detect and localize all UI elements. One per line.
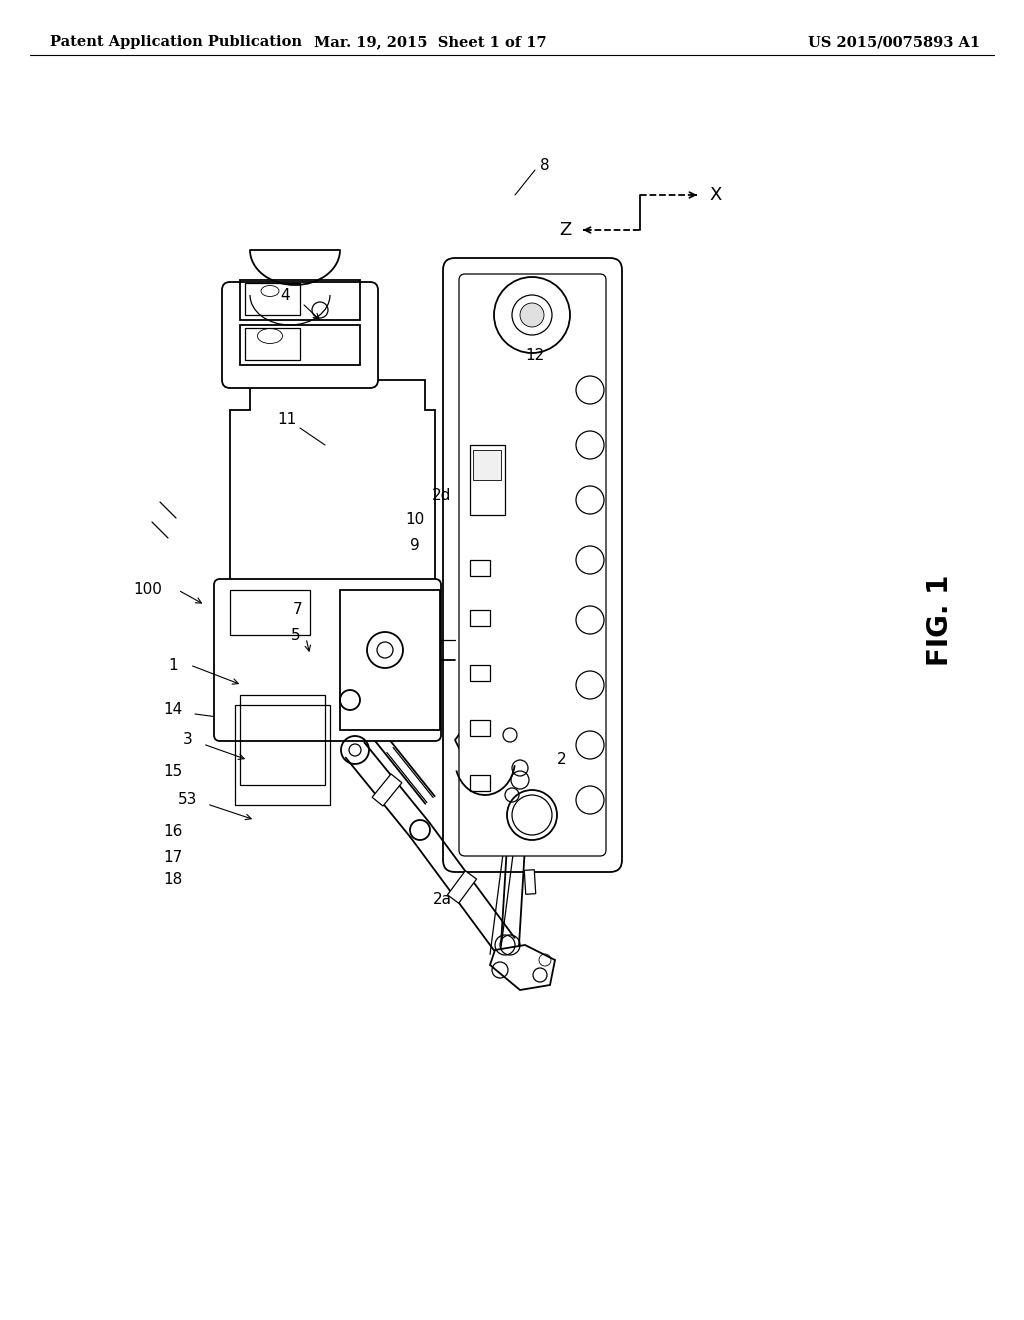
FancyBboxPatch shape (214, 579, 441, 741)
Bar (240, 325, 360, 366)
Text: 16: 16 (163, 825, 182, 840)
Bar (470, 775, 490, 791)
Bar (470, 665, 490, 681)
Bar (470, 560, 490, 576)
Bar (340, 590, 440, 730)
Bar (240, 696, 325, 785)
Bar (245, 282, 300, 315)
Bar (470, 445, 505, 515)
Polygon shape (490, 945, 555, 990)
FancyBboxPatch shape (222, 282, 378, 388)
Bar (447, 871, 476, 903)
Text: 1: 1 (168, 657, 178, 672)
Text: 5: 5 (291, 627, 301, 643)
Text: 3: 3 (183, 733, 193, 747)
Text: 4: 4 (281, 288, 290, 302)
Bar (372, 774, 401, 807)
Text: 18: 18 (164, 873, 182, 887)
Text: Mar. 19, 2015  Sheet 1 of 17: Mar. 19, 2015 Sheet 1 of 17 (313, 36, 547, 49)
Bar (245, 327, 300, 360)
FancyBboxPatch shape (443, 257, 622, 873)
Text: 2a: 2a (432, 892, 452, 908)
Text: 2: 2 (557, 752, 567, 767)
Bar (230, 590, 310, 635)
Text: 14: 14 (164, 702, 182, 718)
Bar (524, 870, 536, 894)
Bar (234, 705, 330, 805)
Polygon shape (230, 380, 435, 730)
Text: 15: 15 (164, 764, 182, 780)
Circle shape (520, 304, 544, 327)
Text: 9: 9 (411, 537, 420, 553)
Text: 7: 7 (293, 602, 303, 618)
Text: Patent Application Publication: Patent Application Publication (50, 36, 302, 49)
FancyBboxPatch shape (459, 275, 606, 855)
Text: 17: 17 (164, 850, 182, 866)
Bar (473, 450, 501, 480)
Text: US 2015/0075893 A1: US 2015/0075893 A1 (808, 36, 980, 49)
Text: 100: 100 (133, 582, 163, 598)
Bar (470, 719, 490, 737)
Text: 11: 11 (278, 412, 297, 428)
Text: 12: 12 (525, 347, 545, 363)
Text: FIG. 1: FIG. 1 (926, 574, 954, 665)
Text: Z: Z (559, 220, 571, 239)
Circle shape (377, 642, 393, 657)
Text: 8: 8 (541, 157, 550, 173)
Bar (470, 610, 490, 626)
Text: X: X (709, 186, 721, 205)
Text: 10: 10 (406, 512, 425, 528)
Text: 53: 53 (178, 792, 198, 808)
Text: 2d: 2d (432, 487, 452, 503)
Bar (240, 280, 360, 319)
Circle shape (349, 744, 361, 756)
